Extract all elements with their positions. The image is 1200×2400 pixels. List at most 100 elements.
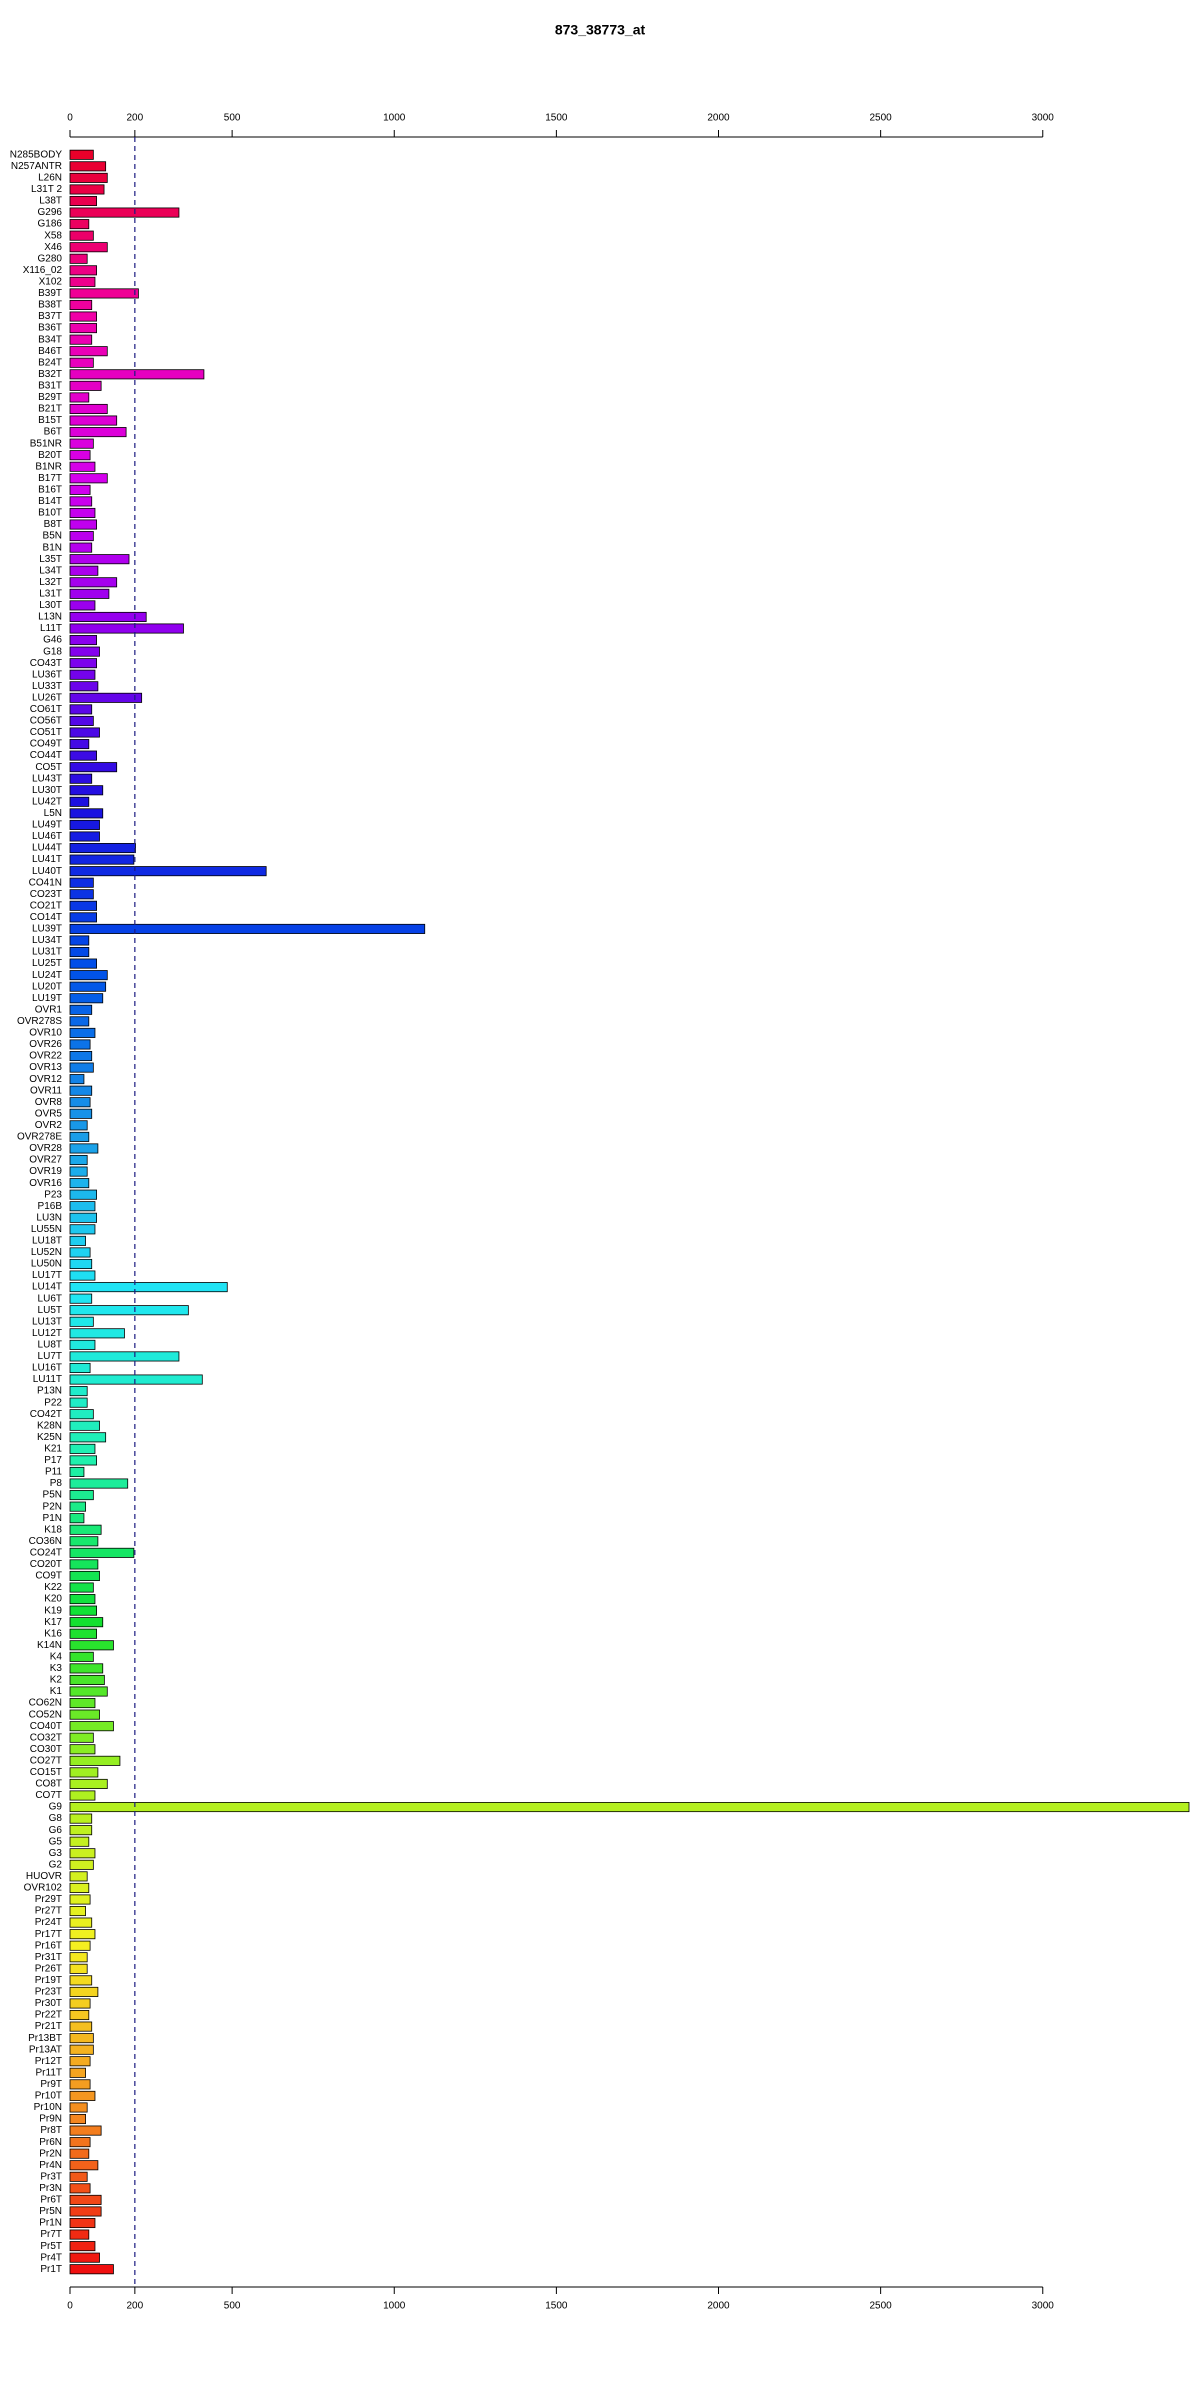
bar bbox=[69, 1120, 88, 1131]
bar bbox=[69, 334, 93, 345]
bar bbox=[69, 531, 94, 542]
y-tick-label: B17T bbox=[38, 473, 62, 484]
bar bbox=[69, 392, 90, 403]
bar bbox=[69, 1536, 99, 1547]
bar bbox=[69, 831, 100, 842]
bar bbox=[69, 415, 118, 426]
y-tick-label: B1N bbox=[43, 542, 62, 553]
bar bbox=[69, 1975, 93, 1986]
bar bbox=[69, 2125, 102, 2136]
x-tick-label: 1500 bbox=[545, 2301, 568, 2312]
bar bbox=[69, 1178, 90, 1189]
bar bbox=[69, 577, 118, 588]
y-tick-label: LU49T bbox=[32, 820, 62, 831]
x-tick-label: 0 bbox=[67, 2301, 73, 2312]
bar bbox=[69, 900, 97, 911]
bar bbox=[69, 750, 97, 761]
bar bbox=[69, 1201, 96, 1212]
y-tick-label: LU24T bbox=[32, 970, 62, 981]
bar bbox=[69, 785, 104, 796]
y-tick-label: G46 bbox=[43, 635, 62, 646]
bar bbox=[69, 1050, 93, 1062]
y-tick-label: G3 bbox=[49, 1848, 63, 1859]
y-tick-label: OVR27 bbox=[29, 1155, 62, 1166]
y-tick-label: Pr24T bbox=[35, 1917, 62, 1928]
y-tick-label: G5 bbox=[49, 1836, 63, 1847]
bar bbox=[69, 161, 107, 172]
bar bbox=[69, 496, 93, 507]
y-tick-label: N285BODY bbox=[10, 149, 63, 160]
bar bbox=[69, 1952, 88, 1963]
x-tick-label: 0 bbox=[67, 113, 73, 124]
y-tick-label: B29T bbox=[38, 392, 62, 403]
chart-title: 873_38773_at bbox=[555, 22, 646, 38]
y-tick-label: Pr13AT bbox=[29, 2044, 62, 2055]
bar bbox=[69, 681, 99, 692]
bar bbox=[69, 2194, 102, 2205]
y-tick-label: Pr1T bbox=[40, 2264, 62, 2275]
bar bbox=[69, 727, 100, 738]
y-tick-label: CO8T bbox=[35, 1779, 62, 1790]
y-tick-label: Pr3T bbox=[40, 2171, 62, 2182]
bar bbox=[69, 149, 94, 160]
y-tick-label: OVR16 bbox=[29, 1178, 62, 1189]
bar bbox=[69, 819, 100, 830]
bar bbox=[69, 1617, 104, 1628]
bar bbox=[69, 1559, 99, 1570]
y-tick-label: Pr7T bbox=[40, 2229, 62, 2240]
bar bbox=[69, 1547, 135, 1558]
y-tick-label: G8 bbox=[49, 1813, 63, 1824]
bar bbox=[69, 346, 108, 357]
bar bbox=[69, 323, 97, 334]
y-tick-label: LU25T bbox=[32, 958, 62, 969]
bar bbox=[69, 1674, 105, 1685]
y-tick-label: CO30T bbox=[30, 1744, 62, 1755]
bar bbox=[69, 2148, 90, 2159]
bar bbox=[69, 1004, 93, 1015]
y-tick-label: B10T bbox=[38, 508, 62, 519]
bar bbox=[69, 2206, 102, 2217]
y-tick-label: LU14T bbox=[32, 1282, 62, 1293]
y-tick-label: K2 bbox=[50, 1675, 63, 1686]
y-tick-label: LU31T bbox=[32, 947, 62, 958]
bar bbox=[69, 1466, 85, 1477]
y-tick-label: CO51T bbox=[30, 727, 62, 738]
y-tick-label: LU20T bbox=[32, 981, 62, 992]
y-tick-label: P23 bbox=[44, 1189, 62, 1200]
bar bbox=[69, 808, 104, 819]
bar bbox=[69, 1755, 121, 1766]
bar bbox=[69, 692, 143, 703]
bar bbox=[69, 1848, 96, 1859]
bar bbox=[69, 1698, 96, 1709]
y-tick-label: CO21T bbox=[30, 900, 62, 911]
y-tick-label: P13N bbox=[37, 1386, 62, 1397]
bar bbox=[69, 1628, 97, 1639]
bar bbox=[69, 1929, 96, 1940]
bar bbox=[69, 1836, 90, 1847]
bar bbox=[69, 854, 135, 865]
y-tick-label: LU12T bbox=[32, 1328, 62, 1339]
y-tick-label: Pr12T bbox=[35, 2056, 62, 2067]
y-tick-label: CO9T bbox=[35, 1571, 62, 1582]
y-tick-label: CO5T bbox=[35, 762, 62, 773]
bar bbox=[69, 1871, 88, 1882]
y-tick-label: CO15T bbox=[30, 1767, 62, 1778]
bar bbox=[69, 1986, 99, 1997]
bar bbox=[69, 912, 97, 923]
bar bbox=[69, 1235, 86, 1246]
y-tick-label: CO40T bbox=[30, 1721, 62, 1732]
y-tick-label: L38T bbox=[39, 196, 62, 207]
y-tick-label: CO14T bbox=[30, 912, 62, 923]
bar bbox=[69, 1039, 91, 1050]
y-tick-label: LU30T bbox=[32, 785, 62, 796]
bar bbox=[69, 1374, 203, 1385]
y-tick-label: CO44T bbox=[30, 750, 62, 761]
y-tick-label: K4 bbox=[50, 1651, 63, 1662]
y-tick-label: Pr21T bbox=[35, 2021, 62, 2032]
y-tick-label: CO32T bbox=[30, 1732, 62, 1743]
y-tick-label: OVR5 bbox=[35, 1108, 63, 1119]
bar bbox=[69, 1085, 93, 1096]
y-tick-label: CO52N bbox=[29, 1709, 62, 1720]
bar bbox=[69, 762, 118, 773]
y-tick-label: K3 bbox=[50, 1663, 63, 1674]
